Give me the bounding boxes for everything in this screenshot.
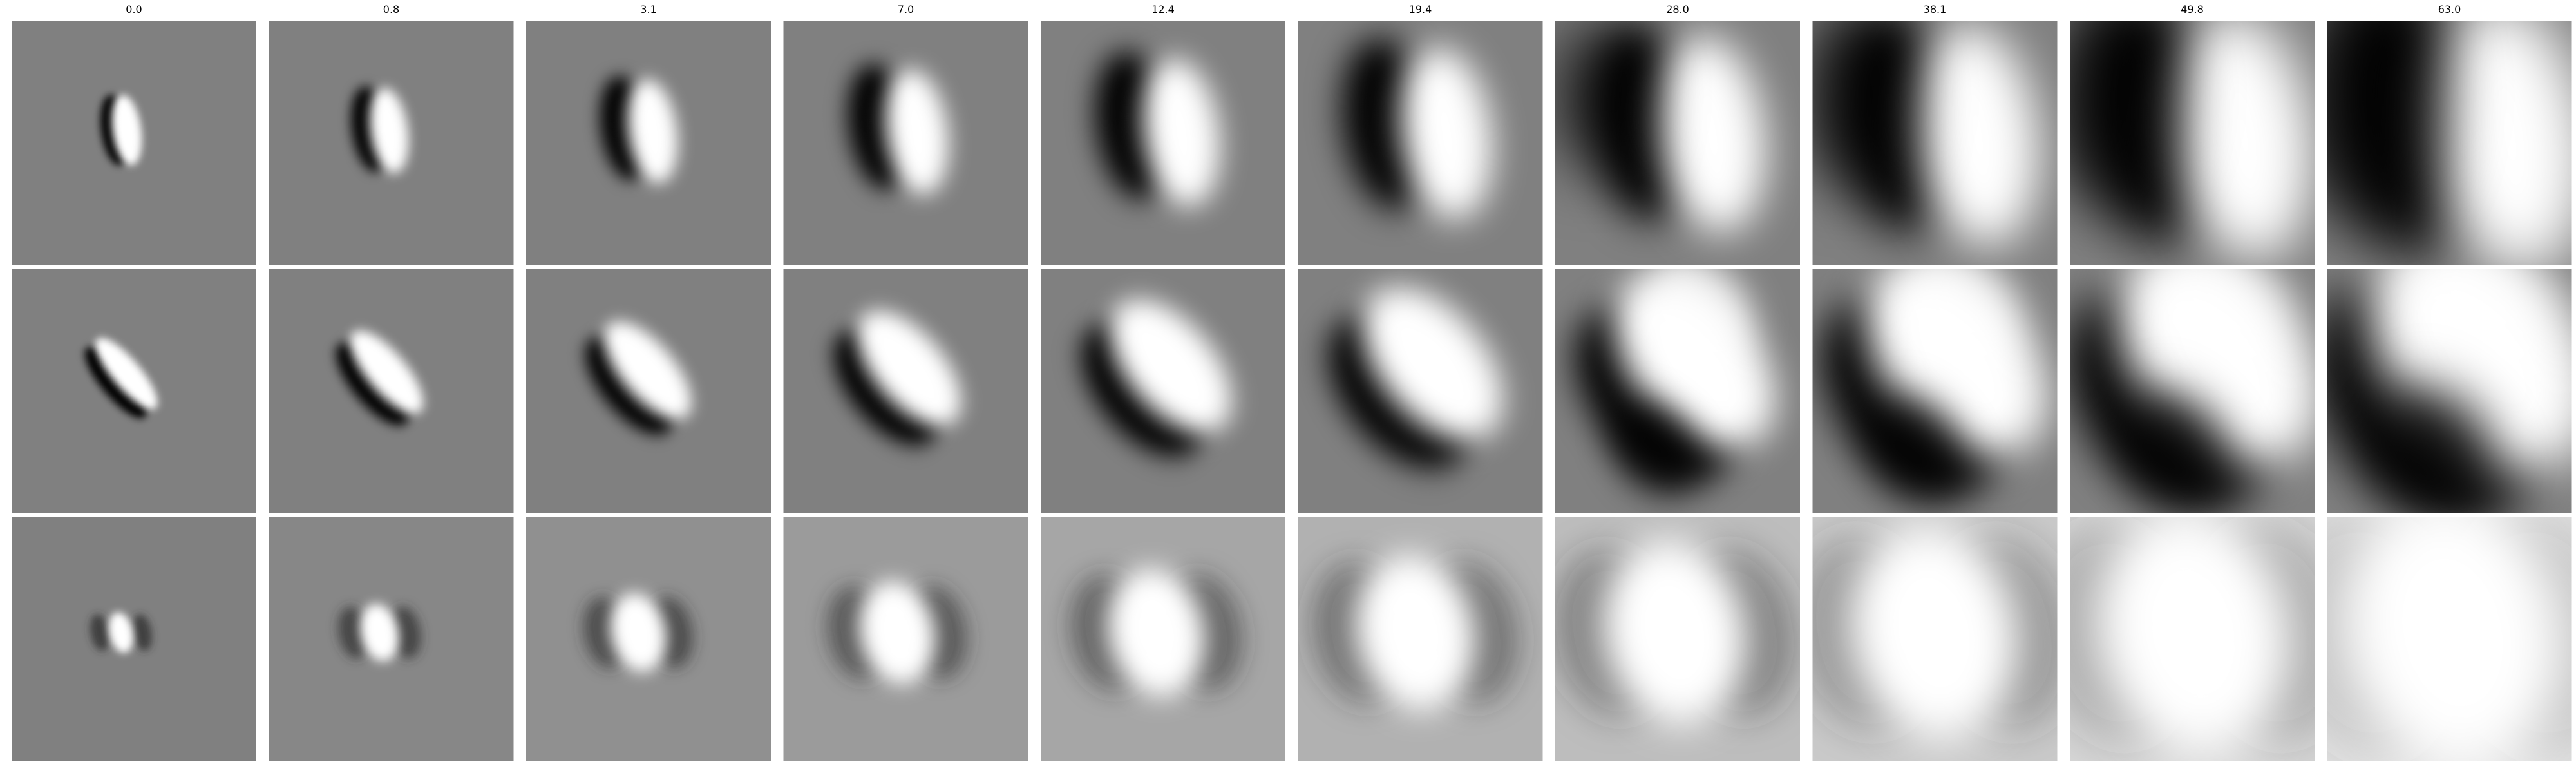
filter-panel-r1-c5 — [1041, 21, 1285, 265]
filter-panel-r1-c2 — [269, 21, 514, 265]
filter-panel-r2-c10 — [2327, 269, 2572, 513]
filter-panel-r3-c6 — [1298, 517, 1543, 761]
column-label: 19.4 — [1409, 3, 1432, 15]
filter-panel-r2-c7 — [1555, 269, 1800, 513]
column-label: 7.0 — [898, 3, 914, 15]
filter-panel-r2-c8 — [1812, 269, 2058, 513]
filter-panel-r3-c8 — [1812, 517, 2058, 761]
filter-panel-r1-c4 — [783, 21, 1028, 265]
column-label: 3.1 — [640, 3, 656, 15]
column-label: 63.0 — [2438, 3, 2461, 15]
filter-panel-r2-c4 — [783, 269, 1028, 513]
filter-panel-r2-c2 — [269, 269, 514, 513]
column-label: 0.8 — [383, 3, 399, 15]
filter-panel-r1-c3 — [526, 21, 771, 265]
filter-panel-r3-c7 — [1555, 517, 1800, 761]
filter-panel-r1-c1 — [12, 21, 256, 265]
filter-panel-r3-c2 — [269, 517, 514, 761]
filter-panel-r2-c5 — [1041, 269, 1285, 513]
filter-panel-r2-c9 — [2070, 269, 2315, 513]
column-label: 38.1 — [1924, 3, 1947, 15]
filter-panel-r1-c8 — [1812, 21, 2058, 265]
filter-panel-r1-c6 — [1298, 21, 1543, 265]
filter-panel-r1-c9 — [2070, 21, 2315, 265]
filter-panel-r3-c9 — [2070, 517, 2315, 761]
filter-panel-r3-c10 — [2327, 517, 2572, 761]
filter-panel-r3-c5 — [1041, 517, 1285, 761]
filter-panel-r2-c1 — [12, 269, 256, 513]
filter-panel-r2-c6 — [1298, 269, 1543, 513]
column-label: 12.4 — [1151, 3, 1175, 15]
column-label: 49.8 — [2181, 3, 2204, 15]
column-label: 28.0 — [1666, 3, 1689, 15]
filter-panel-r3-c1 — [12, 517, 256, 761]
filter-panel-r1-c10 — [2327, 21, 2572, 265]
panel-grid: 0.0 0.8 3.1 7.0 12.4 19.4 28.0 38.1 49.8 63.0 — [12, 3, 2572, 761]
filter-panel-r1-c7 — [1555, 21, 1800, 265]
filter-panel-r3-c4 — [783, 517, 1028, 761]
column-label: 0.0 — [126, 3, 142, 15]
filter-panel-r2-c3 — [526, 269, 771, 513]
filter-panel-r3-c3 — [526, 517, 771, 761]
